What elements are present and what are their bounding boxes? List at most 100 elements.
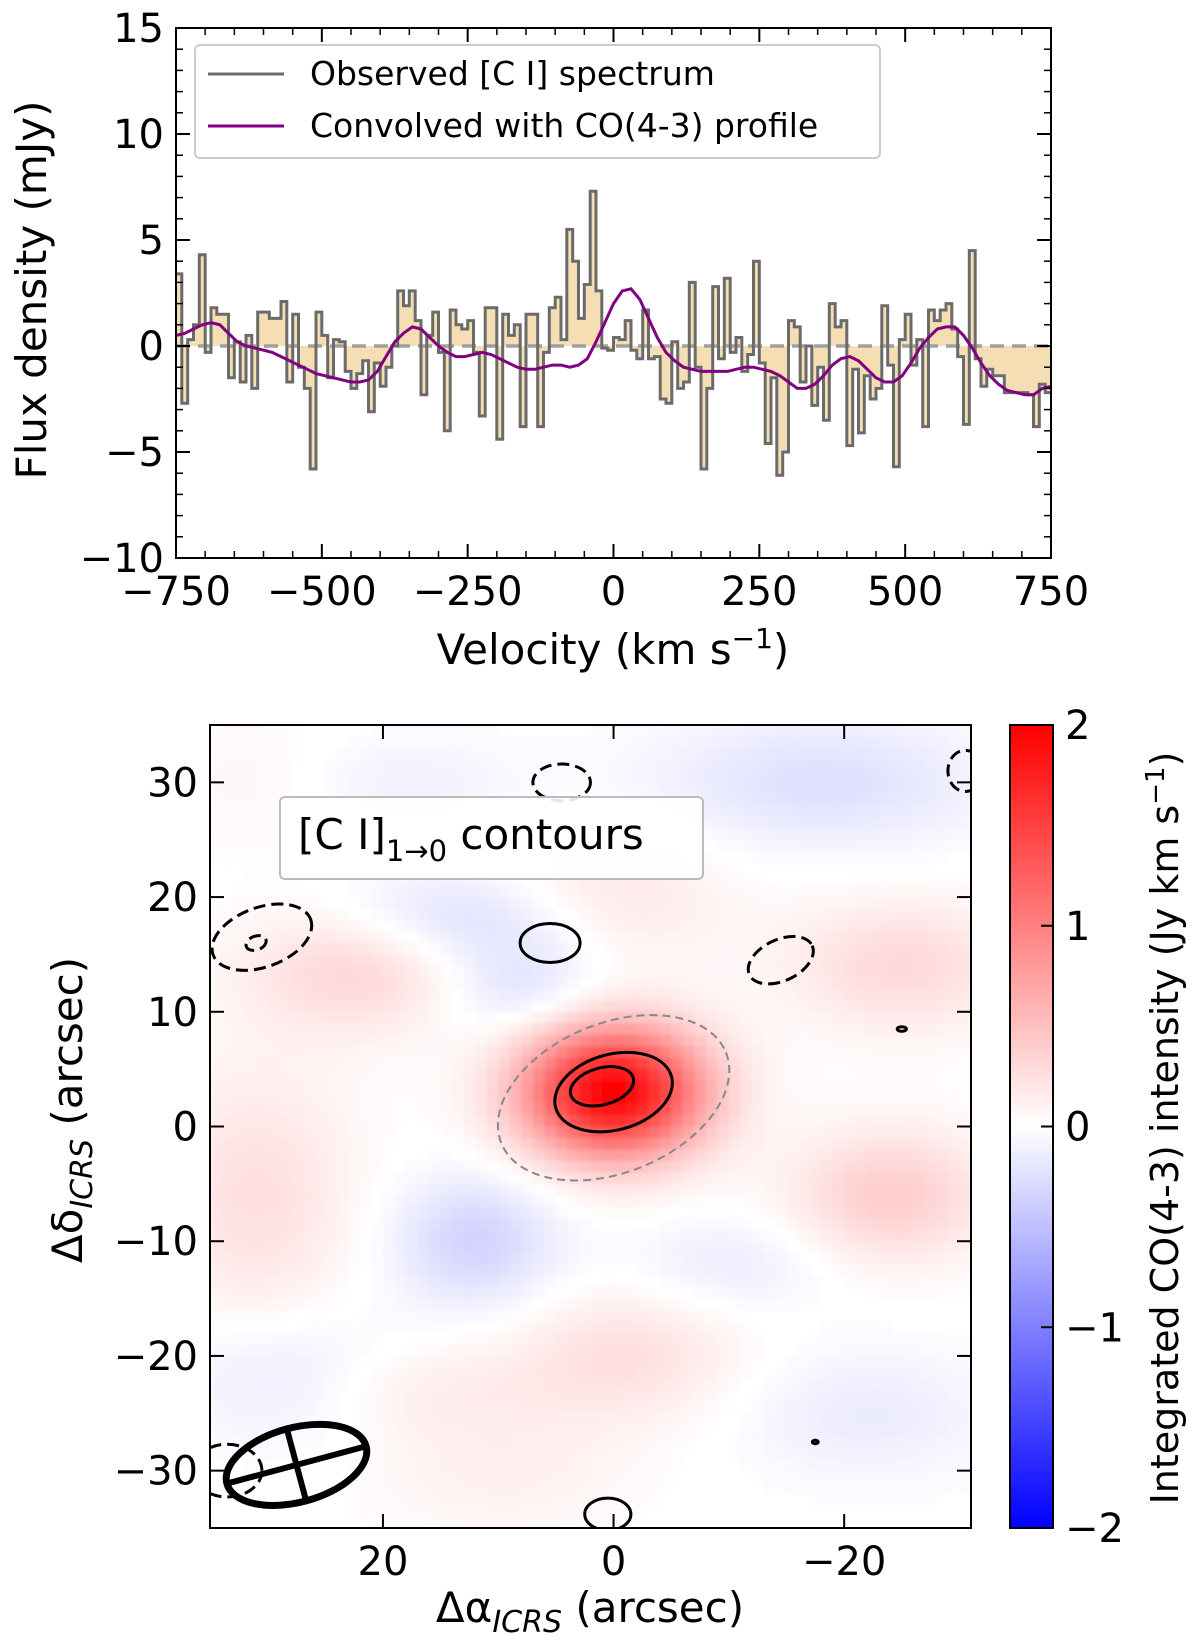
heatmap-cell — [924, 759, 938, 772]
heatmap-cell — [763, 782, 776, 795]
heatmap-cell — [486, 1401, 499, 1414]
heatmap-cell — [671, 942, 684, 956]
heatmap-cell — [394, 1046, 407, 1059]
heatmap-cell — [221, 828, 234, 841]
heatmap-cell — [417, 965, 430, 978]
heatmap-cell — [544, 770, 557, 783]
heatmap-cell — [636, 1321, 649, 1334]
heatmap-cell — [705, 1103, 718, 1116]
heatmap-cell — [475, 1172, 488, 1185]
heatmap-cell — [544, 1229, 557, 1242]
heatmap-cell — [901, 931, 914, 944]
heatmap-cell — [763, 897, 776, 910]
heatmap-cell — [786, 1378, 799, 1391]
heatmap-cell — [682, 942, 695, 956]
heatmap-cell — [832, 1229, 845, 1242]
heatmap-cell — [210, 1218, 223, 1231]
heatmap-cell — [878, 1160, 891, 1173]
spectrum-x-tick-label: −250 — [413, 569, 523, 615]
heatmap-cell — [233, 1424, 246, 1437]
heatmap-cell — [798, 1069, 811, 1082]
heatmap-cell — [786, 1195, 799, 1208]
heatmap-cell — [659, 1252, 672, 1265]
heatmap-cell — [509, 1505, 522, 1518]
heatmap-cell — [348, 1206, 361, 1219]
heatmap-cell — [382, 1092, 396, 1105]
heatmap-cell — [498, 1470, 511, 1483]
heatmap-cell — [809, 782, 822, 795]
heatmap-cell — [867, 1459, 880, 1472]
heatmap-cell — [279, 1160, 292, 1173]
heatmap-cell — [382, 1241, 396, 1254]
heatmap-cell — [705, 1390, 718, 1403]
heatmap-cell — [786, 759, 799, 772]
heatmap-cell — [348, 1103, 361, 1116]
heatmap-cell — [694, 1011, 707, 1024]
heatmap-cell — [221, 1126, 234, 1139]
heatmap-cell — [290, 1023, 303, 1036]
heatmap-cell — [463, 1459, 476, 1472]
heatmap-cell — [717, 793, 730, 806]
heatmap-cell — [774, 920, 788, 933]
heatmap-cell — [521, 1459, 534, 1472]
heatmap-cell — [210, 1275, 223, 1288]
heatmap-cell — [636, 1000, 649, 1013]
heatmap-cell — [774, 1264, 788, 1277]
heatmap-cell — [751, 1172, 765, 1185]
heatmap-cell — [463, 1516, 476, 1528]
heatmap-cell — [602, 1355, 615, 1368]
heatmap-cell — [913, 1493, 926, 1506]
heatmap-cell — [256, 1000, 269, 1013]
heatmap-cell — [740, 1172, 753, 1185]
heatmap-cell — [913, 1034, 926, 1047]
heatmap-cell — [648, 770, 661, 783]
heatmap-cell — [855, 1115, 868, 1128]
heatmap-cell — [279, 1149, 292, 1162]
heatmap-cell — [417, 885, 430, 898]
heatmap-cell — [705, 1252, 718, 1265]
heatmap-cell — [394, 1069, 407, 1082]
heatmap-cell — [348, 1023, 361, 1036]
heatmap-cell — [521, 908, 534, 921]
heatmap-cell — [855, 965, 868, 978]
heatmap-cell — [521, 1115, 534, 1128]
contour-negative — [946, 748, 971, 793]
heatmap-cell — [210, 1310, 223, 1323]
heatmap-cell — [740, 1413, 753, 1426]
heatmap-cell — [578, 1436, 592, 1449]
map-x-tick-label: −20 — [802, 1539, 886, 1585]
heatmap-cell — [256, 1172, 269, 1185]
heatmap-cell — [302, 1172, 315, 1185]
heatmap-cell — [440, 1493, 453, 1506]
heatmap-cell — [867, 1126, 880, 1139]
heatmap-cell — [809, 931, 822, 944]
heatmap-cell — [809, 1023, 822, 1036]
heatmap-cell — [348, 965, 361, 978]
heatmap-cell — [475, 1264, 488, 1277]
heatmap-cell — [463, 1344, 476, 1357]
heatmap-cell — [406, 1023, 419, 1036]
heatmap-cell — [336, 988, 349, 1001]
heatmap-cell — [233, 1034, 246, 1047]
heatmap-cell — [798, 1023, 811, 1036]
heatmap-cell — [694, 920, 707, 933]
heatmap-cell — [648, 1092, 661, 1105]
heatmap-cell — [256, 1080, 269, 1093]
heatmap-cell — [440, 747, 453, 761]
heatmap-cell — [578, 1160, 592, 1173]
heatmap-cell — [798, 851, 811, 864]
heatmap-cell — [602, 920, 615, 933]
heatmap-cell — [578, 1482, 592, 1495]
heatmap-cell — [959, 816, 971, 829]
heatmap-cell — [336, 1241, 349, 1254]
heatmap-cell — [371, 725, 384, 738]
heatmap-cell — [648, 885, 661, 898]
heatmap-cell — [267, 736, 280, 749]
heatmap-cell — [475, 1115, 488, 1128]
heatmap-cell — [336, 759, 349, 772]
heatmap-cell — [855, 1436, 868, 1449]
heatmap-cell — [936, 1172, 949, 1185]
heatmap-cell — [313, 988, 326, 1001]
heatmap-cell — [636, 1160, 649, 1173]
heatmap-cell — [878, 1011, 891, 1024]
